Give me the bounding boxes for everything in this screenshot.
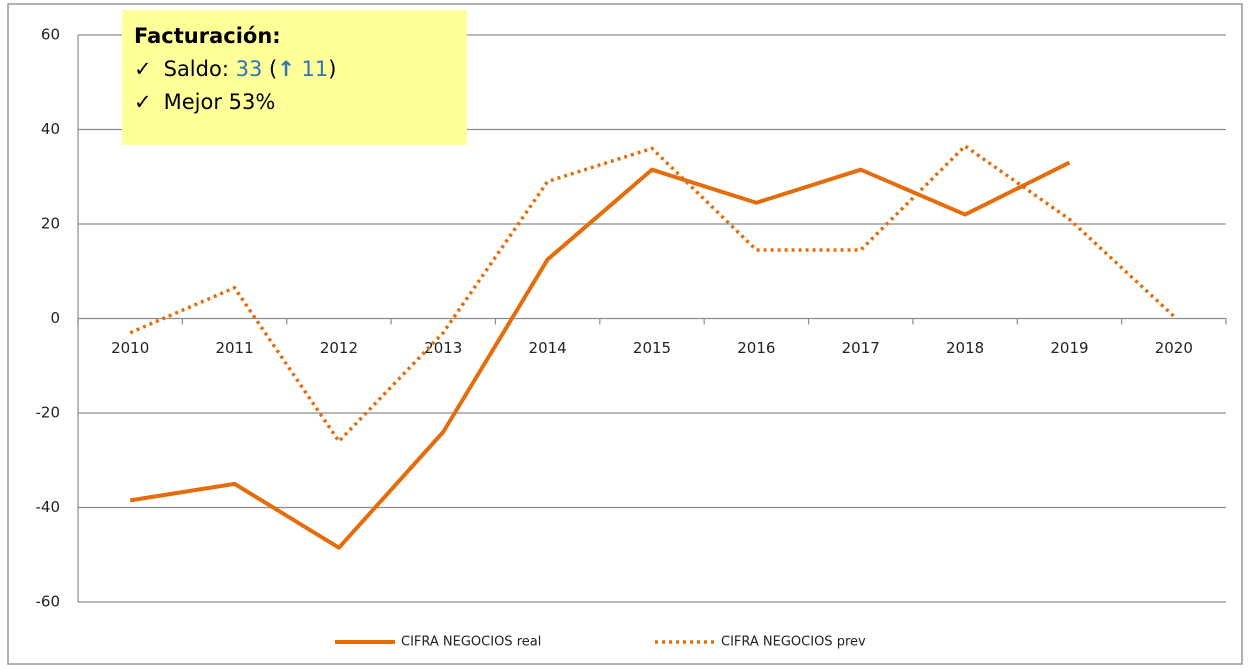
x-tick-label: 2018: [946, 339, 984, 357]
annotation-text: (: [262, 57, 278, 81]
legend-label: CIFRA NEGOCIOS real: [401, 635, 541, 650]
x-tick-label: 2017: [842, 339, 880, 357]
x-tick-label: 2011: [215, 339, 253, 357]
legend-label: CIFRA NEGOCIOS prev: [721, 635, 866, 650]
y-tick-label: 20: [41, 215, 60, 233]
x-tick-label: 2015: [633, 339, 671, 357]
annotation-text: ↑: [277, 57, 295, 81]
annotation-text: 11: [294, 57, 329, 81]
x-tick-label: 2012: [320, 339, 358, 357]
y-tick-label: -40: [36, 498, 61, 516]
x-tick-label: 2019: [1050, 339, 1088, 357]
y-tick-label: -60: [36, 593, 61, 611]
x-tick-label: 2014: [529, 339, 567, 357]
check-mark: ✓: [134, 90, 152, 114]
annotation-line: ✓ Mejor 53%: [134, 86, 455, 119]
y-tick-label: 0: [50, 309, 60, 327]
annotation-box: Facturación: ✓ Saldo: 33 (↑ 11) ✓ Mejor 53%: [122, 10, 467, 145]
annotation-heading: Facturación:: [134, 24, 281, 48]
series-line: [129, 160, 1071, 550]
annotation-line: ✓ Saldo: 33 (↑ 11): [134, 53, 455, 86]
x-tick-label: 2016: [737, 339, 775, 357]
annotation-text: 33: [235, 57, 263, 81]
series-line: [129, 144, 1176, 444]
y-tick-label: 60: [41, 26, 60, 44]
annotation-text: Mejor 53%: [163, 90, 276, 114]
y-tick-label: 40: [41, 120, 60, 138]
x-tick-label: 2010: [111, 339, 149, 357]
annotation-text: ): [328, 57, 337, 81]
check-mark: ✓: [134, 57, 152, 81]
annotation-text: Saldo:: [163, 57, 236, 81]
y-tick-label: -20: [36, 404, 61, 422]
x-tick-label: 2020: [1155, 339, 1193, 357]
